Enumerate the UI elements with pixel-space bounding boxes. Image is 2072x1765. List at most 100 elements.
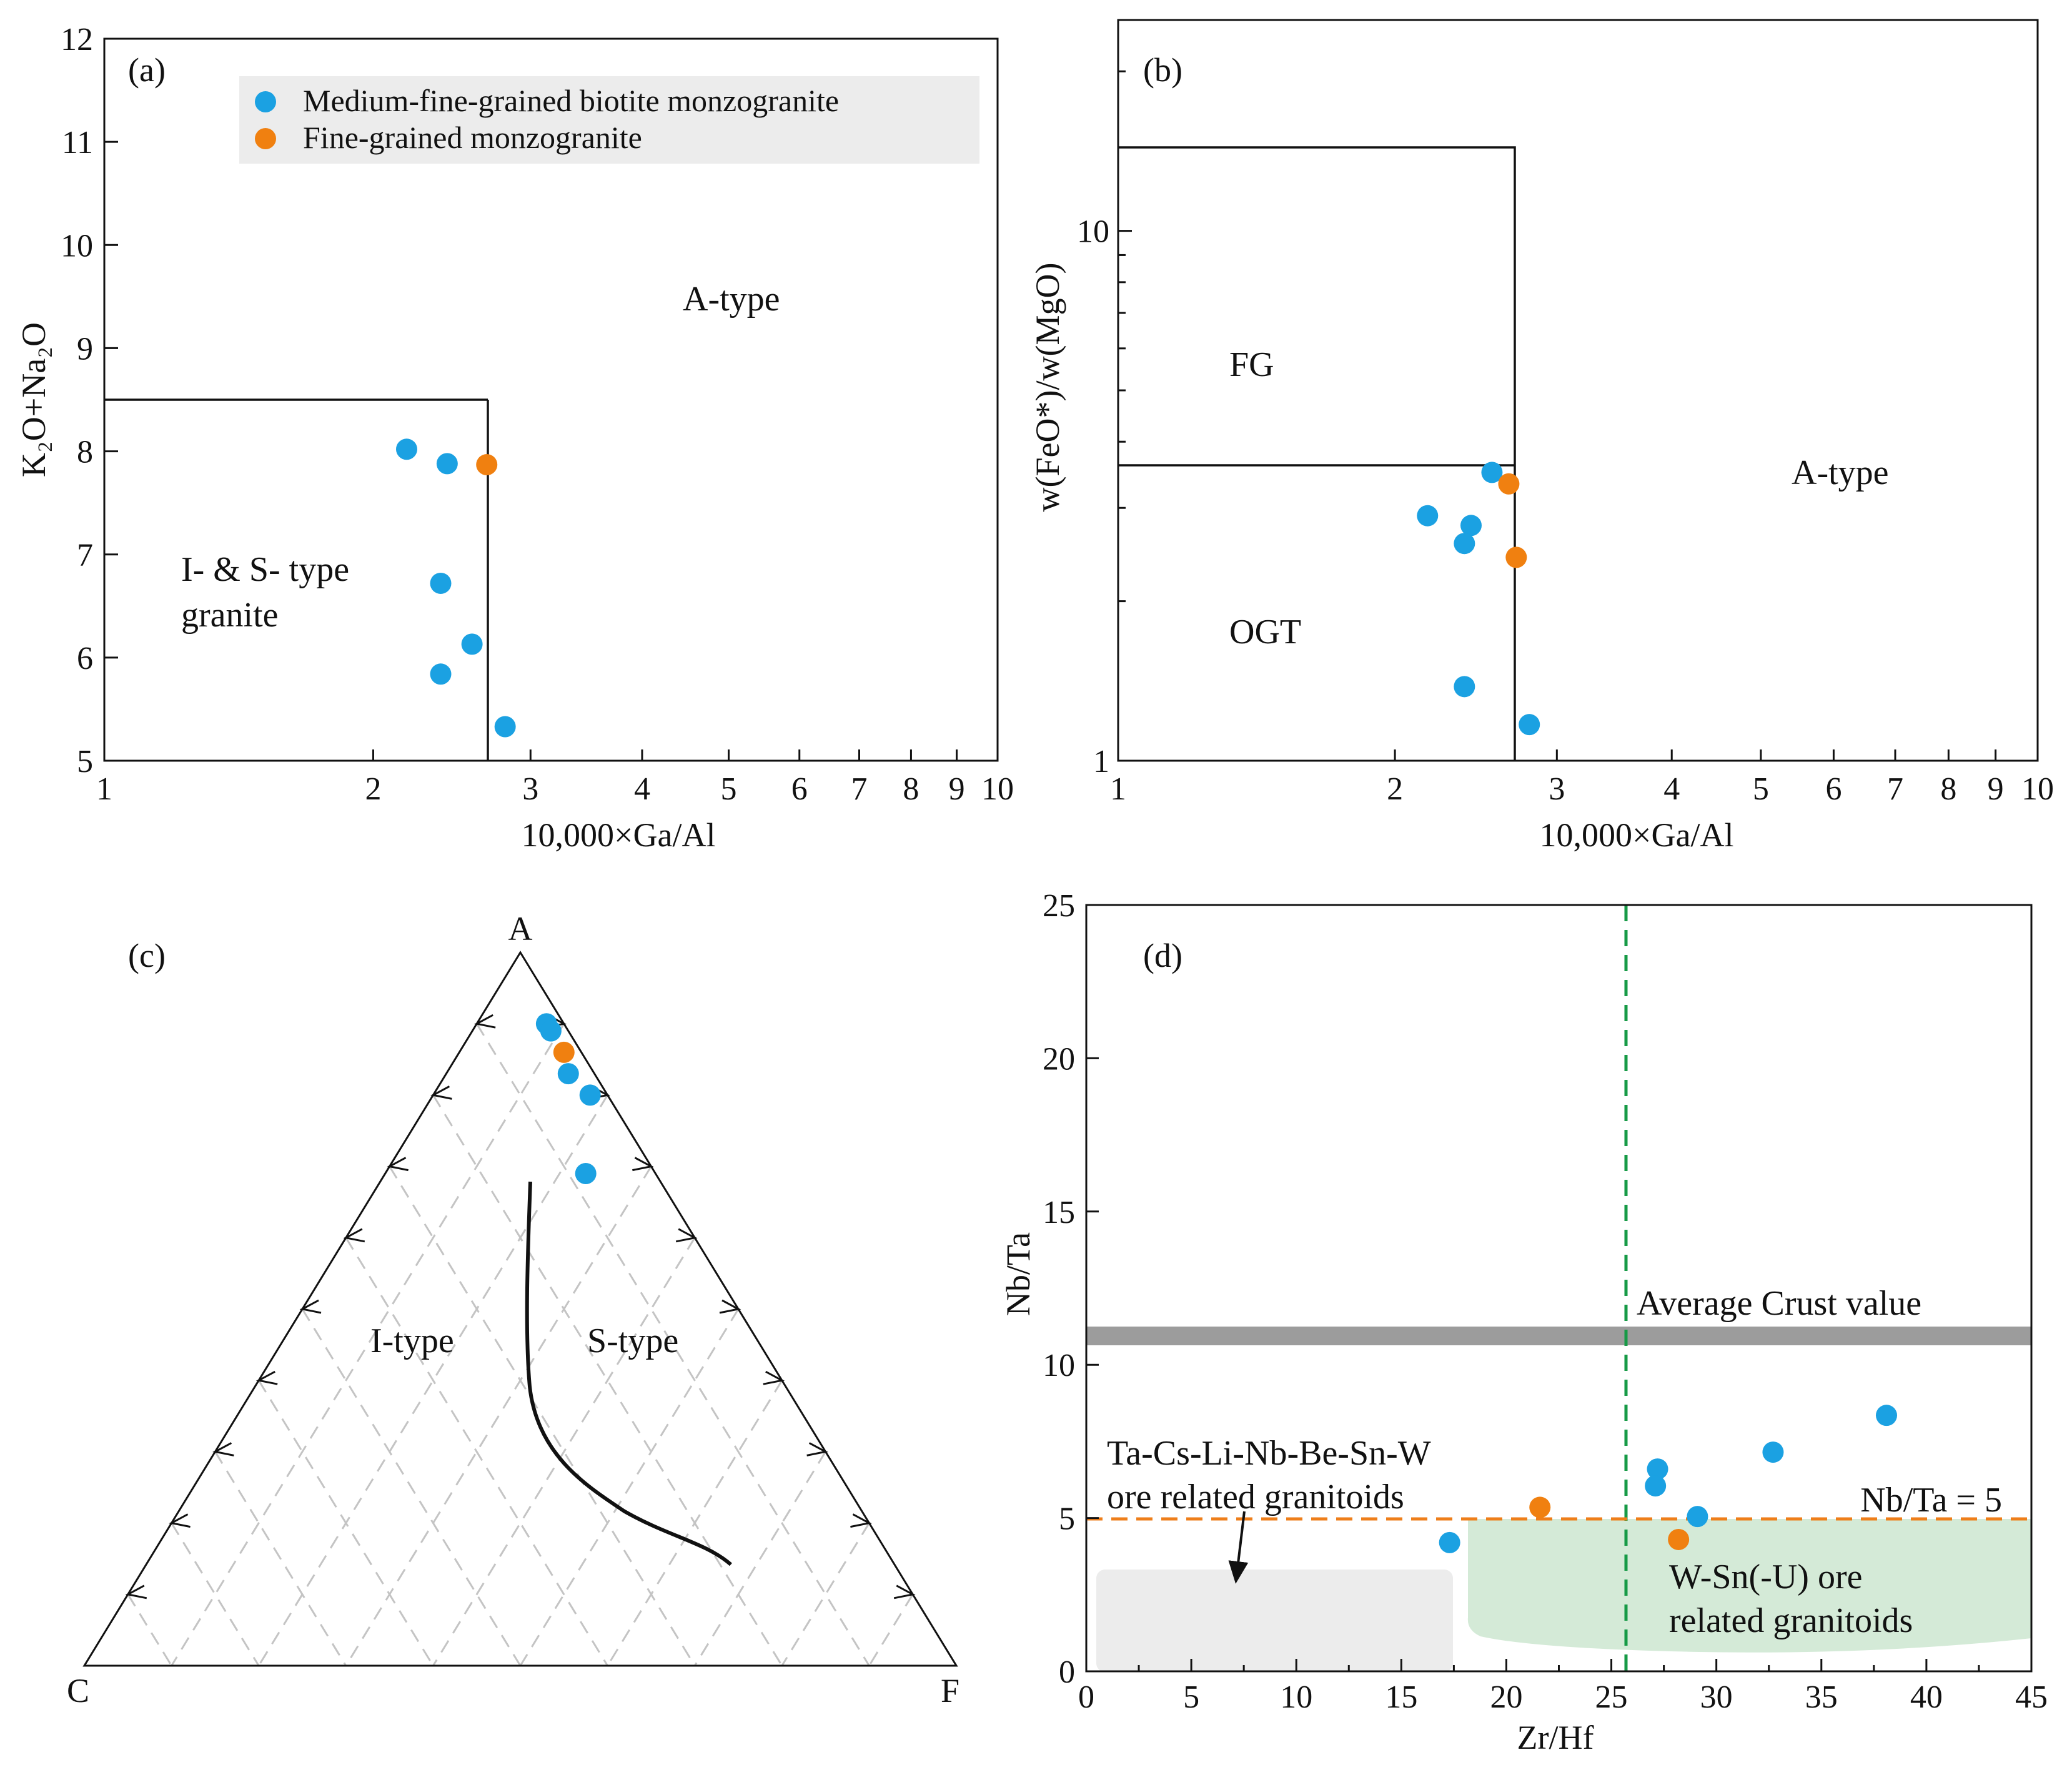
x-tick-label: 30 (1700, 1679, 1733, 1715)
data-point (1481, 462, 1503, 483)
data-point (1460, 515, 1482, 536)
x-axis-label: Zr/Hf (1517, 1719, 1594, 1756)
x-tick-label: 4 (634, 771, 650, 807)
region-label-is-type-line1: I- & S- type (181, 550, 349, 589)
x-tick-label: 6 (1825, 771, 1842, 807)
data-points (535, 1013, 601, 1185)
data-point (1505, 546, 1527, 568)
x-axis-label: 10,000×Ga/Al (522, 816, 716, 854)
region-label-i-type: I-type (370, 1322, 454, 1360)
x-tick-label: 5 (1183, 1679, 1199, 1715)
y-tick-label: 12 (61, 22, 93, 57)
x-tick-label: 7 (1887, 771, 1903, 807)
region-label-s-type: S-type (587, 1322, 678, 1360)
wsn-field (1467, 1519, 2031, 1653)
data-point (557, 1063, 579, 1085)
y-tick-label: 25 (1043, 888, 1075, 924)
y-axis-label: Nb/Ta (999, 1232, 1037, 1316)
tacs-field-label-line2: ore related granitoids (1107, 1478, 1404, 1516)
region-label-fg: FG (1229, 345, 1274, 384)
data-point (476, 454, 498, 476)
x-tick-label: 20 (1490, 1679, 1522, 1715)
wsn-field-label-line1: W-Sn(-U) ore (1669, 1558, 1862, 1596)
grid-line (607, 1380, 783, 1666)
grid-line (171, 1522, 260, 1666)
x-tick-label: 3 (1549, 771, 1565, 807)
x-tick-label: 9 (949, 771, 965, 807)
grid-line (127, 1594, 172, 1666)
y-tick-label: 8 (77, 435, 93, 470)
data-point (575, 1163, 597, 1185)
data-point (1498, 473, 1520, 495)
x-tick-label: 3 (522, 771, 538, 807)
region-label-a-type: A-type (1792, 453, 1889, 492)
y-tick-label: 7 (77, 538, 93, 573)
grid-line (214, 1451, 347, 1666)
y-tick-label: 1 (1093, 744, 1109, 779)
data-point (1439, 1531, 1460, 1553)
grid-line (345, 1165, 652, 1666)
region-label-ogt: OGT (1229, 613, 1301, 651)
data-point (553, 1041, 575, 1063)
data-point (1647, 1458, 1668, 1480)
x-axis-label: 10,000×Ga/Al (1540, 816, 1734, 854)
grid-line (475, 1023, 870, 1666)
x-tick-label: 5 (1753, 771, 1769, 807)
data-point (430, 572, 452, 594)
grid-line (432, 1237, 696, 1666)
panel-label: (c) (128, 937, 166, 974)
panel-b: 1 2 3 4 5 6 7 8 9 10 1 10 (b) 10,000×Ga/Al w(FeO*)/… (1029, 19, 2054, 854)
data-points (1417, 462, 1540, 736)
y-tick-label: 6 (77, 641, 93, 676)
average-crust-label: Average Crust value (1637, 1284, 1921, 1323)
grid-line (693, 1451, 826, 1666)
ticks: 1 2 3 4 5 6 7 8 9 10 1 10 (1077, 70, 2054, 807)
is-boundary-curve (525, 1181, 732, 1566)
y-tick-label: 10 (1077, 214, 1109, 250)
legend: Medium-fine-grained biotite monzogranite… (239, 76, 979, 164)
wsn-field-label-line2: related granitoids (1669, 1601, 1913, 1640)
tick-chevron (675, 1228, 698, 1243)
ternary-ticks (125, 1014, 916, 1599)
tick-chevron (343, 1228, 365, 1243)
grid-line (301, 1308, 522, 1666)
y-tick-label: 9 (77, 331, 93, 367)
legend-background (239, 76, 979, 164)
x-tick-label: 10 (1280, 1679, 1312, 1715)
data-point (1876, 1405, 1898, 1426)
y-tick-label: 10 (61, 228, 93, 264)
legend-label-fine: Fine-grained monzogranite (303, 120, 642, 155)
x-tick-label: 10 (2021, 771, 2054, 807)
grid-line (171, 1023, 565, 1666)
y-axis-label: K₂O+Na₂O (15, 322, 52, 477)
panel-label: (d) (1143, 937, 1182, 974)
data-point (461, 633, 483, 655)
fg-region-boundary (1118, 146, 1516, 761)
x-tick-label: 35 (1805, 1679, 1838, 1715)
ticks: 0 5 10 15 20 25 30 35 40 45 0 5 10 15 20 25 (1043, 888, 2048, 1715)
tick-chevron (169, 1513, 191, 1528)
tick-chevron (212, 1442, 234, 1456)
data-point (1645, 1475, 1667, 1497)
data-points (1439, 1405, 1898, 1553)
x-tick-label: 5 (721, 771, 737, 807)
tick-chevron (806, 1442, 828, 1456)
region-label-is-type-line2: granite (181, 596, 278, 635)
tick-chevron (430, 1085, 452, 1100)
y-tick-label: 5 (77, 744, 93, 779)
grid-line (781, 1522, 870, 1666)
ternary-grid (127, 1023, 914, 1666)
x-tick-label: 15 (1385, 1679, 1417, 1715)
grid-line (257, 1380, 434, 1666)
vertex-label-a: A (508, 910, 533, 947)
data-point (436, 453, 458, 475)
x-tick-label: 8 (1940, 771, 1956, 807)
tick-chevron (125, 1585, 147, 1599)
tick-chevron (473, 1014, 496, 1029)
tick-chevron (255, 1370, 278, 1385)
tick-chevron (893, 1585, 916, 1599)
tick-chevron (632, 1157, 654, 1172)
average-crust-band (1086, 1327, 2031, 1345)
